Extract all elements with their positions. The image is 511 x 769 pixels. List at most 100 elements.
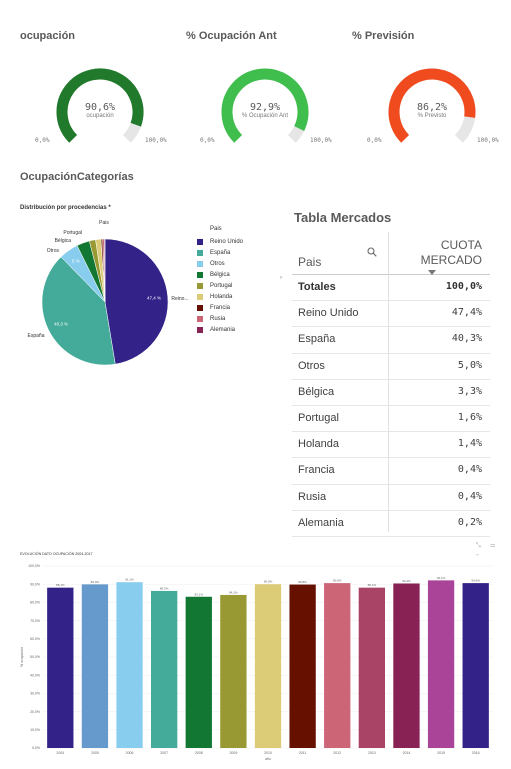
bar[interactable] [462, 583, 489, 748]
table-row[interactable]: España 40,3% [292, 327, 490, 354]
cell-cuota: 5,0% [457, 359, 482, 371]
legend-swatch [197, 327, 203, 334]
cell-cuota: 40,3% [451, 333, 482, 345]
bar-data-label: 90,6% [333, 579, 342, 583]
y-tick-label: 80,0% [30, 601, 40, 605]
cell-pais: Holanda [298, 438, 339, 451]
legend-item[interactable]: Alemania [197, 325, 243, 336]
bar[interactable] [324, 583, 351, 748]
market-table: Pais CUOTA MERCADO Totales 100,0% Reino … [292, 232, 490, 537]
bar[interactable] [151, 590, 178, 748]
x-tick-label: 2015 [437, 751, 445, 755]
table-row[interactable]: Alemania 0,2% [292, 511, 490, 537]
bar-chart[interactable]: 0,0% 10,0% 20,0% 30,0% 40,0% 50,0% 60,0% 70,0% 8… [18, 558, 500, 766]
gauge-value: 90,6% [84, 102, 116, 113]
table-row[interactable]: Rusia 0,4% [292, 485, 490, 511]
gauge-min: 0,0% [35, 137, 50, 144]
table-row[interactable]: Holanda 1,4% [292, 432, 490, 459]
bar[interactable] [427, 580, 455, 748]
bar-data-label: 91,1% [125, 578, 134, 582]
x-tick-label: 2005 [91, 751, 99, 755]
cell-pais: Portugal [298, 411, 339, 424]
y-tick-label: 70,0% [30, 619, 40, 623]
sort-desc-icon[interactable] [428, 270, 436, 275]
x-tick-label: 2009 [229, 751, 237, 755]
x-tick-label: 2007 [160, 751, 168, 755]
table-row[interactable]: Reino Unido 47,4% [292, 301, 490, 328]
bar[interactable] [81, 584, 109, 748]
cell-pais: Francia [298, 464, 335, 477]
bar[interactable] [393, 583, 420, 748]
x-tick-label: 2012 [333, 751, 341, 755]
bar[interactable] [220, 594, 247, 748]
legend-swatch [197, 316, 203, 323]
pie-legend[interactable]: Pais Reino Unido España Otros Bélgica Portug… [197, 226, 243, 336]
legend-item[interactable]: Portugal [197, 280, 243, 291]
x-tick-label: 2013 [368, 751, 376, 755]
bar[interactable] [358, 587, 385, 748]
bar-data-label: 89,9% [91, 580, 100, 584]
pie-slice[interactable] [104, 238, 169, 365]
y-tick-label: 60,0% [30, 637, 40, 641]
pie-slice-label: España [28, 333, 45, 339]
y-tick-label: 50,0% [30, 655, 40, 659]
bar-data-label: 84,1% [229, 590, 238, 594]
legend-swatch [197, 294, 203, 301]
gauge-min: 0,0% [200, 137, 215, 144]
legend-item[interactable]: Otros [197, 258, 243, 269]
gauge-title: % Ocupación Ant [186, 30, 277, 42]
cell-cuota: 1,6% [457, 411, 482, 423]
gauge-value: 86,2% [416, 102, 448, 113]
cell-pais: España [298, 333, 336, 346]
gauge-min: 0,0% [367, 137, 382, 144]
pie-slice-label: Reino... [171, 296, 188, 302]
legend-swatch [197, 282, 203, 289]
legend-label: Otros [210, 260, 225, 267]
legend-item[interactable]: Bélgica [197, 269, 243, 280]
gauge-widget: 86,2% % Previsto 0,0% 100,0% [367, 62, 499, 147]
x-tick-label: 2008 [195, 751, 203, 755]
gauge-widget: 92,9% % Ocupación Ant 0,0% 100,0% [200, 62, 332, 147]
table-row[interactable]: Portugal 1,6% [292, 406, 490, 433]
legend-item[interactable]: Reino Unido [197, 236, 243, 247]
gauge-max: 100,0% [477, 137, 499, 144]
table-row[interactable]: Francia 0,4% [292, 458, 490, 485]
bar-data-label: 88,1% [56, 583, 65, 587]
table-row[interactable]: Bélgica 3,3% [292, 380, 490, 406]
bar[interactable] [289, 584, 316, 748]
pie-slice-label: Bélgica [55, 238, 72, 244]
pie-slice[interactable] [41, 256, 116, 366]
table-row[interactable]: Otros 5,0% [292, 354, 490, 380]
pie-slice[interactable] [103, 238, 106, 303]
search-icon[interactable] [367, 247, 377, 257]
pie-chart-title: Distribución por procedencias * [20, 205, 111, 211]
legend-item[interactable]: España [197, 247, 243, 258]
chart-toolbar-icons[interactable]: ⤡ ▭ ⌄ [476, 543, 500, 556]
gauge-arc [388, 68, 476, 143]
gauge-sublabel: ocupación [86, 113, 114, 119]
scroll-arrow-icon[interactable]: › [280, 275, 282, 281]
total-label: Totales [298, 281, 336, 293]
legend-label: Holanda [210, 294, 233, 301]
legend-item[interactable]: Holanda [197, 291, 243, 302]
gauge-arc [221, 68, 309, 143]
pie-slice-value: 47,4 % [147, 295, 161, 300]
bar[interactable] [185, 596, 212, 748]
cell-pais: Rusia [298, 490, 327, 503]
gauge-max: 100,0% [310, 137, 332, 144]
cell-pais: Otros [298, 359, 325, 372]
column-header-cuota[interactable]: CUOTA MERCADO [421, 238, 482, 268]
legend-item[interactable]: Rusia [197, 314, 243, 325]
column-header-pais[interactable]: Pais [298, 255, 322, 269]
x-tick-label: 2014 [403, 751, 411, 755]
gauge-fill [221, 68, 309, 143]
pie-slice-label: Pais [99, 220, 109, 226]
bar[interactable] [116, 582, 143, 748]
y-tick-label: 90,0% [30, 582, 40, 586]
column-divider [388, 232, 389, 532]
legend-item[interactable]: Francia [197, 303, 243, 314]
bar[interactable] [47, 587, 74, 748]
bar[interactable] [254, 584, 282, 748]
y-tick-label: 40,0% [30, 673, 40, 677]
pie-chart[interactable]: 47,4 % Reino... 40,3 % España 5 % Otros Bélgic… [0, 210, 280, 380]
